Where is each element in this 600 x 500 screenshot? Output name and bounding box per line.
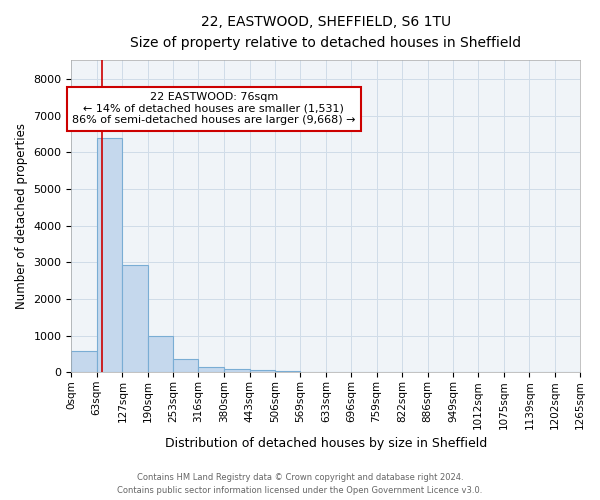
Bar xyxy=(122,265,148,372)
Title: 22, EASTWOOD, SHEFFIELD, S6 1TU
Size of property relative to detached houses in : 22, EASTWOOD, SHEFFIELD, S6 1TU Size of … xyxy=(130,15,521,50)
Bar xyxy=(148,336,173,372)
Bar xyxy=(71,351,97,372)
X-axis label: Distribution of detached houses by size in Sheffield: Distribution of detached houses by size … xyxy=(164,437,487,450)
Bar xyxy=(250,370,275,372)
Y-axis label: Number of detached properties: Number of detached properties xyxy=(15,124,28,310)
Text: Contains HM Land Registry data © Crown copyright and database right 2024.
Contai: Contains HM Land Registry data © Crown c… xyxy=(118,474,482,495)
Bar xyxy=(173,358,199,372)
Bar xyxy=(275,371,300,372)
Text: 22 EASTWOOD: 76sqm
← 14% of detached houses are smaller (1,531)
86% of semi-deta: 22 EASTWOOD: 76sqm ← 14% of detached hou… xyxy=(72,92,356,126)
Bar xyxy=(199,366,224,372)
Bar xyxy=(224,368,250,372)
Bar xyxy=(97,138,122,372)
